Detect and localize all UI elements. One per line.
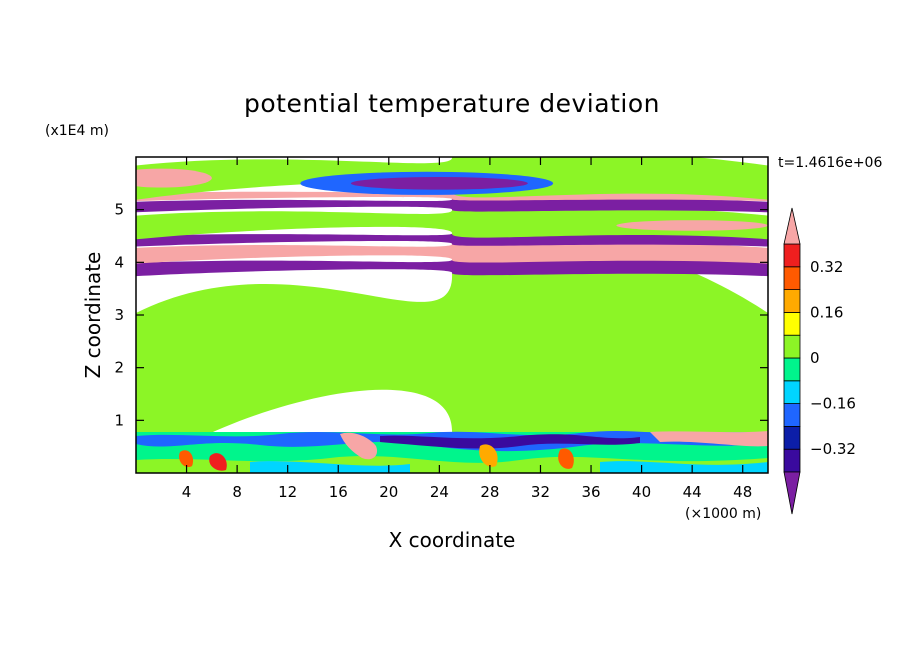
x-tick-label: 24: [430, 483, 449, 501]
y-axis-ticks: 1 2 3 4 5: [114, 201, 768, 429]
y-tick-label: 5: [114, 201, 124, 219]
colorbar-extend-max: [783, 207, 801, 245]
contour-band: [136, 196, 768, 213]
colorbar-segment: [783, 311, 801, 336]
x-tick-label: 4: [182, 483, 192, 501]
colorbar-segment: [783, 357, 801, 382]
contour-blob: [350, 177, 528, 190]
colorbar-tick-label: −0.32: [810, 440, 856, 458]
colorbar: −0.32 −0.16 0 0.16 0.32: [783, 207, 856, 515]
x-tick-label: 28: [480, 483, 499, 501]
x-axis-unit: (×1000 m): [685, 506, 761, 522]
colorbar-tick-label: 0.32: [810, 258, 843, 276]
y-tick-label: 3: [114, 306, 124, 324]
x-tick-label: 36: [581, 483, 600, 501]
y-tick-label: 4: [114, 253, 124, 271]
colorbar-segment: [783, 289, 801, 313]
x-tick-label: 20: [379, 483, 398, 501]
x-tick-label: 48: [733, 483, 752, 501]
x-tick-label: 16: [329, 483, 348, 501]
colorbar-segment: [783, 425, 801, 450]
x-axis-ticks: 4 8 12 16 20 24 28 32 36 40 44 48: [182, 157, 752, 501]
x-tick-label: 12: [278, 483, 297, 501]
y-tick-label: 2: [114, 359, 124, 377]
x-tick-label: 44: [683, 483, 702, 501]
x-tick-label: 8: [232, 483, 242, 501]
x-tick-label: 32: [531, 483, 550, 501]
colorbar-segment: [783, 403, 801, 427]
contour-blob: [136, 168, 212, 188]
colorbar-segment: [783, 380, 801, 404]
colorbar-tick-label: 0: [810, 349, 820, 367]
colorbar-segment: [783, 243, 801, 268]
y-axis-unit: (x1E4 m): [45, 123, 109, 139]
colorbar-tick-label: 0.16: [810, 303, 843, 321]
time-stamp: t=1.4616e+06: [778, 155, 882, 171]
y-axis-label: Z coordinate: [81, 252, 105, 379]
contour-blob: [616, 220, 768, 231]
contour-band: [136, 203, 768, 240]
contour-band: [136, 229, 768, 473]
colorbar-segment: [783, 266, 801, 290]
boundary-layer-field: [136, 430, 768, 473]
colorbar-segment: [783, 334, 801, 359]
x-tick-label: 40: [632, 483, 651, 501]
colorbar-extend-min: [783, 471, 801, 515]
y-tick-label: 1: [114, 411, 124, 429]
contour-band: [136, 256, 768, 277]
plot-area: [136, 157, 768, 473]
contour-band: [136, 239, 768, 264]
x-axis-label: X coordinate: [389, 528, 516, 552]
colorbar-segment: [783, 448, 801, 473]
chart-title: potential temperature deviation: [244, 89, 660, 118]
colorbar-tick-label: −0.16: [810, 395, 856, 413]
